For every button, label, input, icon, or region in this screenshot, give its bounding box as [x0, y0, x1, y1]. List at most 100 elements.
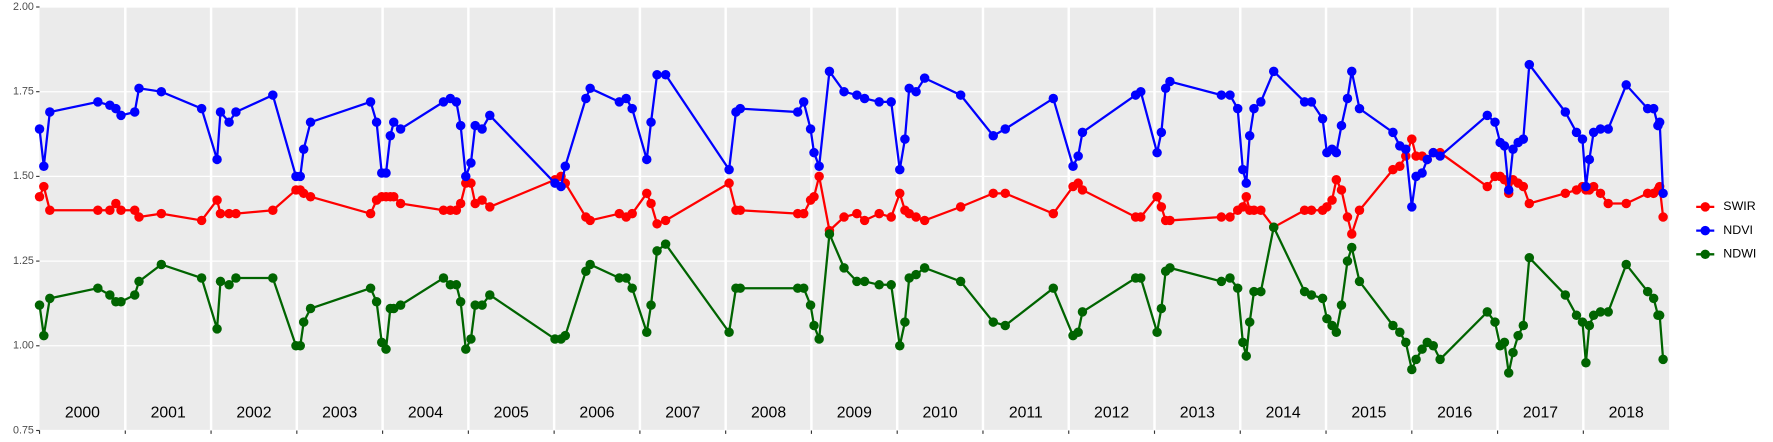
data-point [1388, 127, 1398, 138]
data-point [1407, 202, 1417, 212]
data-point [911, 212, 921, 222]
data-point [1584, 154, 1595, 165]
data-point [805, 300, 816, 310]
data-point [1077, 127, 1088, 138]
data-point [1152, 327, 1162, 337]
data-point [1165, 76, 1175, 87]
data-point [1336, 185, 1347, 195]
data-point [1152, 191, 1162, 202]
data-point [129, 290, 140, 300]
data-point [1658, 212, 1668, 222]
legend: SWIR NDVI NDWI [1696, 199, 1756, 261]
data-point [45, 293, 55, 304]
y-tick-label: 1.50 [13, 170, 34, 182]
data-point [1225, 90, 1235, 100]
data-point [1621, 259, 1631, 270]
data-point [1327, 320, 1337, 331]
year-label: 2000 [65, 405, 100, 422]
data-point [627, 103, 637, 114]
data-point [1238, 164, 1248, 175]
data-point [1595, 188, 1606, 199]
data-point [1232, 103, 1243, 114]
panel [39, 6, 1670, 431]
data-point [1216, 90, 1227, 100]
data-point [381, 344, 391, 354]
data-point [1354, 276, 1365, 287]
data-point [1571, 127, 1582, 138]
data-point [809, 147, 819, 158]
data-point [371, 297, 382, 307]
data-point [477, 195, 487, 205]
data-point [852, 90, 862, 100]
data-point [1225, 212, 1235, 222]
data-point [477, 124, 487, 134]
data-point [455, 297, 466, 307]
data-point [886, 280, 896, 290]
data-point [724, 164, 734, 175]
data-point [224, 117, 234, 127]
data-point [852, 276, 862, 287]
data-point [1000, 320, 1011, 331]
data-point [1347, 229, 1357, 239]
data-point [792, 107, 803, 117]
data-point [1241, 178, 1252, 188]
data-point [34, 300, 45, 310]
data-point [116, 205, 126, 216]
year-label: 2016 [1437, 405, 1472, 422]
data-point [886, 97, 896, 107]
data-point [1508, 347, 1518, 358]
data-point [1435, 354, 1445, 365]
data-point [34, 124, 45, 134]
data-point [1336, 120, 1347, 131]
data-point [305, 303, 316, 314]
data-point [642, 188, 652, 199]
data-point [395, 198, 406, 209]
data-point [1331, 175, 1342, 185]
y-tick-label: 1.00 [13, 340, 34, 352]
year-label: 2018 [1609, 405, 1644, 422]
data-point [371, 117, 382, 127]
data-point [919, 263, 930, 273]
data-point [652, 246, 662, 256]
data-point [395, 124, 406, 134]
data-point [134, 83, 144, 94]
data-point [988, 317, 999, 327]
data-point [642, 327, 652, 337]
data-point [1306, 97, 1317, 107]
data-point [1417, 344, 1427, 354]
data-point [814, 171, 824, 182]
data-point [1256, 97, 1266, 107]
year-label: 2002 [236, 405, 271, 422]
year-label: 2014 [1266, 405, 1301, 422]
data-point [1073, 327, 1083, 337]
data-point [466, 178, 476, 188]
data-point [798, 283, 809, 293]
data-point [911, 269, 921, 280]
data-point [919, 215, 930, 226]
data-point [646, 198, 656, 209]
data-point [156, 208, 167, 219]
data-point [1077, 185, 1088, 195]
data-point [1160, 83, 1171, 94]
data-point [1621, 80, 1631, 90]
data-point [455, 120, 466, 131]
year-label: 2011 [1009, 405, 1043, 422]
data-point [839, 86, 849, 97]
legend-label: SWIR [1723, 199, 1755, 213]
marks [34, 59, 1668, 378]
data-point [1513, 330, 1523, 341]
y-tick-label: 2.00 [13, 1, 34, 13]
data-point [724, 178, 734, 188]
data-point [215, 276, 226, 287]
data-point [1216, 276, 1227, 287]
data-point [614, 273, 625, 283]
data-point [305, 117, 316, 127]
data-point [735, 283, 745, 293]
data-point [215, 107, 226, 117]
data-point [798, 208, 809, 219]
data-point [1342, 256, 1353, 266]
data-point [1331, 327, 1342, 337]
y-tick-label: 1.25 [13, 255, 34, 267]
data-point [1581, 181, 1591, 192]
data-point [381, 168, 391, 178]
